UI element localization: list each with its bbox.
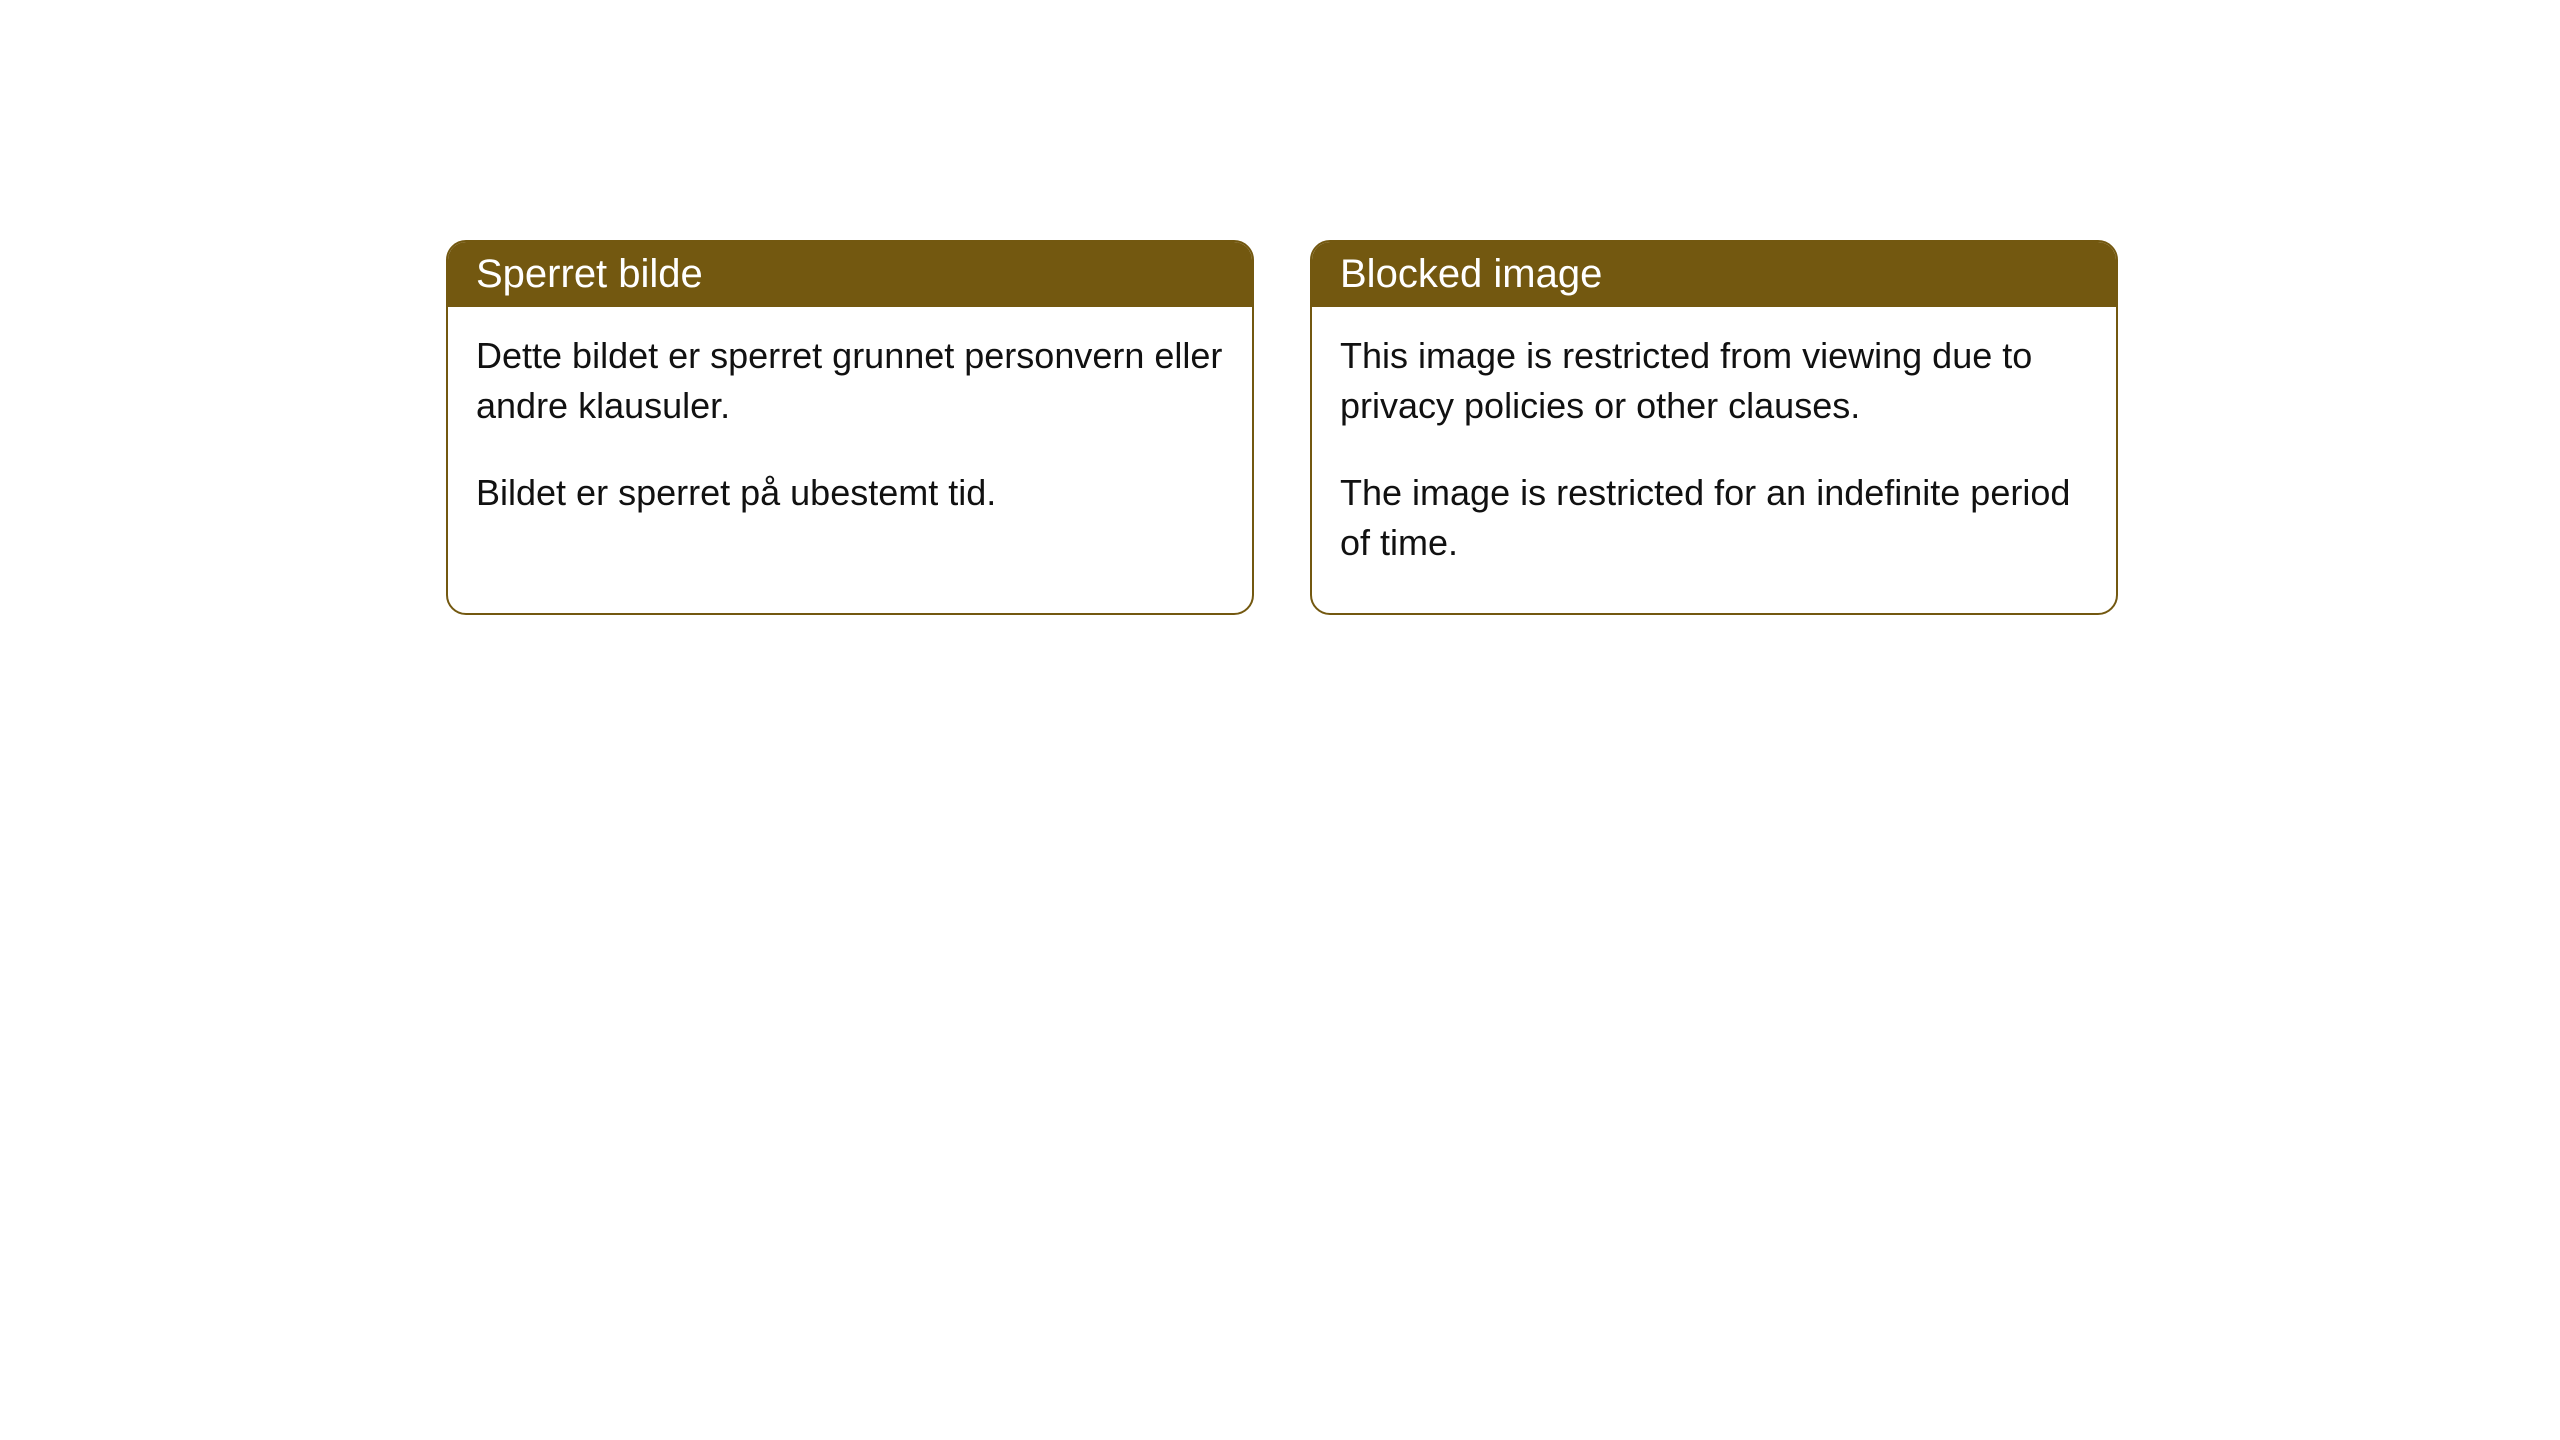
- card-paragraph: Bildet er sperret på ubestemt tid.: [476, 468, 1224, 518]
- card-paragraph: This image is restricted from viewing du…: [1340, 331, 2088, 432]
- notice-card-english: Blocked image This image is restricted f…: [1310, 240, 2118, 615]
- notice-card-norwegian: Sperret bilde Dette bildet er sperret gr…: [446, 240, 1254, 615]
- card-paragraph: The image is restricted for an indefinit…: [1340, 468, 2088, 569]
- card-header: Blocked image: [1312, 242, 2116, 307]
- card-body: This image is restricted from viewing du…: [1312, 307, 2116, 613]
- card-body: Dette bildet er sperret grunnet personve…: [448, 307, 1252, 562]
- card-paragraph: Dette bildet er sperret grunnet personve…: [476, 331, 1224, 432]
- notice-container: Sperret bilde Dette bildet er sperret gr…: [0, 0, 2560, 615]
- card-header: Sperret bilde: [448, 242, 1252, 307]
